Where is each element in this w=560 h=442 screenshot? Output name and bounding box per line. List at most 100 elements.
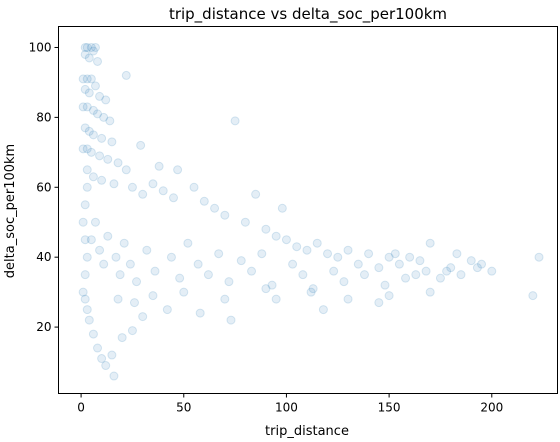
scatter-point: [121, 70, 131, 80]
x-tick-label: 100: [275, 401, 298, 415]
x-tick-label: 150: [378, 401, 401, 415]
scatter-point: [390, 249, 400, 259]
x-tick-label: 0: [77, 401, 85, 415]
scatter-point: [132, 277, 142, 287]
scatter-point: [384, 252, 394, 262]
scatter-point: [93, 109, 103, 119]
scatter-point: [257, 249, 267, 259]
scatter-point: [80, 235, 90, 245]
scatter-point: [82, 252, 92, 262]
scatter-point: [281, 235, 291, 245]
x-tick-label: 200: [480, 401, 503, 415]
x-axis-label: trip_distance: [265, 424, 349, 439]
scatter-point: [127, 182, 137, 192]
scatter-point: [78, 217, 88, 227]
scatter-point: [169, 193, 178, 203]
scatter-point: [329, 266, 339, 276]
scatter-point: [183, 238, 193, 248]
scatter-point: [109, 179, 119, 189]
scatter-point: [456, 270, 466, 280]
scatter-point: [271, 294, 281, 304]
scatter-point: [93, 343, 103, 353]
scatter-point: [158, 186, 168, 196]
scatter-point: [78, 102, 88, 112]
scatter-point: [101, 95, 111, 105]
scatter-point: [203, 270, 213, 280]
y-axis-label: delta_soc_per100km: [3, 144, 18, 278]
scatter-point: [113, 158, 123, 168]
scatter-point: [261, 224, 271, 234]
points-layer: [78, 42, 544, 381]
scatter-point: [175, 273, 185, 283]
scatter-point: [80, 49, 90, 59]
scatter-point: [117, 333, 127, 343]
scatter-point: [84, 126, 94, 136]
scatter-point: [113, 294, 123, 304]
scatter-point: [452, 249, 462, 259]
y-ticks: 20 40 60 80 100: [29, 40, 59, 334]
scatter-point: [173, 165, 183, 175]
scatter-point: [199, 196, 209, 206]
scatter-point: [394, 259, 404, 269]
scatter-point: [380, 280, 390, 290]
scatter-point: [214, 249, 224, 259]
scatter-point: [477, 259, 487, 269]
scatter-point: [343, 294, 353, 304]
scatter-point: [97, 175, 107, 185]
scatter-point: [82, 102, 92, 112]
scatter-point: [107, 137, 117, 147]
chart-title: trip_distance vs delta_soc_per100km: [169, 5, 447, 24]
scatter-point: [374, 263, 384, 273]
scatter-point: [333, 252, 343, 262]
scatter-point: [267, 280, 277, 290]
scatter-point: [103, 231, 113, 241]
scatter-point: [405, 252, 415, 262]
scatter-point: [86, 74, 96, 84]
scatter-point: [166, 252, 176, 262]
scatter-point: [101, 361, 111, 371]
scatter-point: [226, 315, 236, 325]
scatter-point: [415, 256, 425, 266]
scatter-point: [80, 294, 90, 304]
scatter-point: [90, 81, 100, 91]
scatter-point: [195, 308, 205, 318]
scatter-point: [136, 140, 146, 150]
scatter-point: [236, 256, 246, 266]
scatter-point: [86, 147, 96, 157]
scatter-point: [251, 189, 261, 199]
scatter-point: [86, 42, 96, 52]
scatter-point: [88, 130, 98, 140]
plot-frame: [58, 26, 558, 394]
scatter-point: [308, 284, 318, 294]
scatter-point: [374, 298, 384, 308]
scatter-point: [401, 273, 411, 283]
scatter-point: [312, 238, 322, 248]
scatter-point: [446, 263, 456, 273]
scatter-point: [125, 259, 135, 269]
scatter-point: [302, 245, 312, 255]
scatter-point: [193, 259, 203, 269]
scatter-point: [224, 277, 234, 287]
scatter-point: [90, 42, 100, 52]
scatter-point: [421, 266, 431, 276]
scatter-point: [306, 287, 316, 297]
scatter-point: [323, 249, 333, 259]
scatter-point: [84, 53, 94, 63]
scatter-point: [121, 165, 131, 175]
scatter-point: [142, 245, 152, 255]
scatter-point: [127, 326, 137, 336]
scatter-point: [97, 133, 107, 143]
scatter-point: [148, 291, 158, 301]
scatter-point: [528, 291, 538, 301]
scatter-point: [288, 259, 298, 269]
scatter-point: [343, 245, 353, 255]
scatter-point: [111, 252, 121, 262]
scatter-point: [472, 263, 482, 273]
scatter-point: [82, 305, 92, 315]
y-tick-label: 20: [36, 320, 51, 334]
scatter-point: [230, 116, 240, 126]
scatter-point: [80, 84, 90, 94]
scatter-point: [95, 91, 105, 101]
scatter-point: [384, 291, 394, 301]
